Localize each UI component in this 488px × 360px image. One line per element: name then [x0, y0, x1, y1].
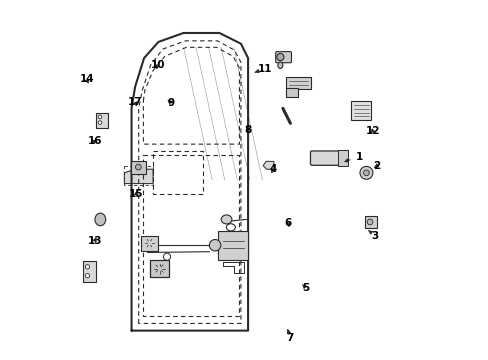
Text: 5: 5: [301, 283, 308, 293]
Circle shape: [363, 170, 368, 176]
Text: 15: 15: [129, 189, 143, 199]
FancyBboxPatch shape: [218, 231, 248, 260]
Circle shape: [209, 239, 221, 251]
Text: 3: 3: [368, 231, 378, 240]
FancyBboxPatch shape: [149, 260, 169, 277]
Ellipse shape: [221, 215, 231, 224]
Text: 11: 11: [255, 64, 272, 74]
Text: 13: 13: [87, 236, 102, 246]
Text: 1: 1: [344, 152, 362, 162]
Polygon shape: [263, 161, 273, 169]
Text: 2: 2: [373, 161, 380, 171]
FancyBboxPatch shape: [131, 161, 145, 174]
Circle shape: [359, 166, 372, 179]
Text: 16: 16: [87, 136, 102, 146]
Circle shape: [85, 274, 89, 278]
Ellipse shape: [277, 62, 282, 68]
Text: 9: 9: [167, 98, 174, 108]
Text: 17: 17: [127, 97, 142, 107]
Text: 7: 7: [286, 330, 293, 343]
Circle shape: [366, 219, 372, 225]
FancyBboxPatch shape: [285, 77, 310, 89]
FancyBboxPatch shape: [141, 235, 158, 251]
FancyBboxPatch shape: [337, 150, 348, 166]
FancyBboxPatch shape: [275, 51, 291, 63]
FancyBboxPatch shape: [364, 216, 376, 228]
Circle shape: [98, 121, 102, 125]
Text: 10: 10: [150, 59, 164, 69]
Text: 12: 12: [365, 126, 379, 135]
FancyBboxPatch shape: [83, 261, 96, 282]
FancyBboxPatch shape: [96, 113, 107, 128]
FancyBboxPatch shape: [310, 151, 346, 165]
Text: 6: 6: [284, 218, 291, 228]
Ellipse shape: [95, 213, 105, 226]
Circle shape: [135, 164, 141, 170]
Circle shape: [85, 265, 89, 269]
Text: 14: 14: [79, 74, 94, 84]
FancyBboxPatch shape: [285, 88, 298, 97]
Polygon shape: [124, 169, 153, 184]
Circle shape: [276, 53, 284, 60]
FancyBboxPatch shape: [351, 101, 371, 120]
Text: 4: 4: [269, 164, 276, 174]
Text: 8: 8: [244, 125, 251, 135]
Circle shape: [98, 115, 102, 119]
